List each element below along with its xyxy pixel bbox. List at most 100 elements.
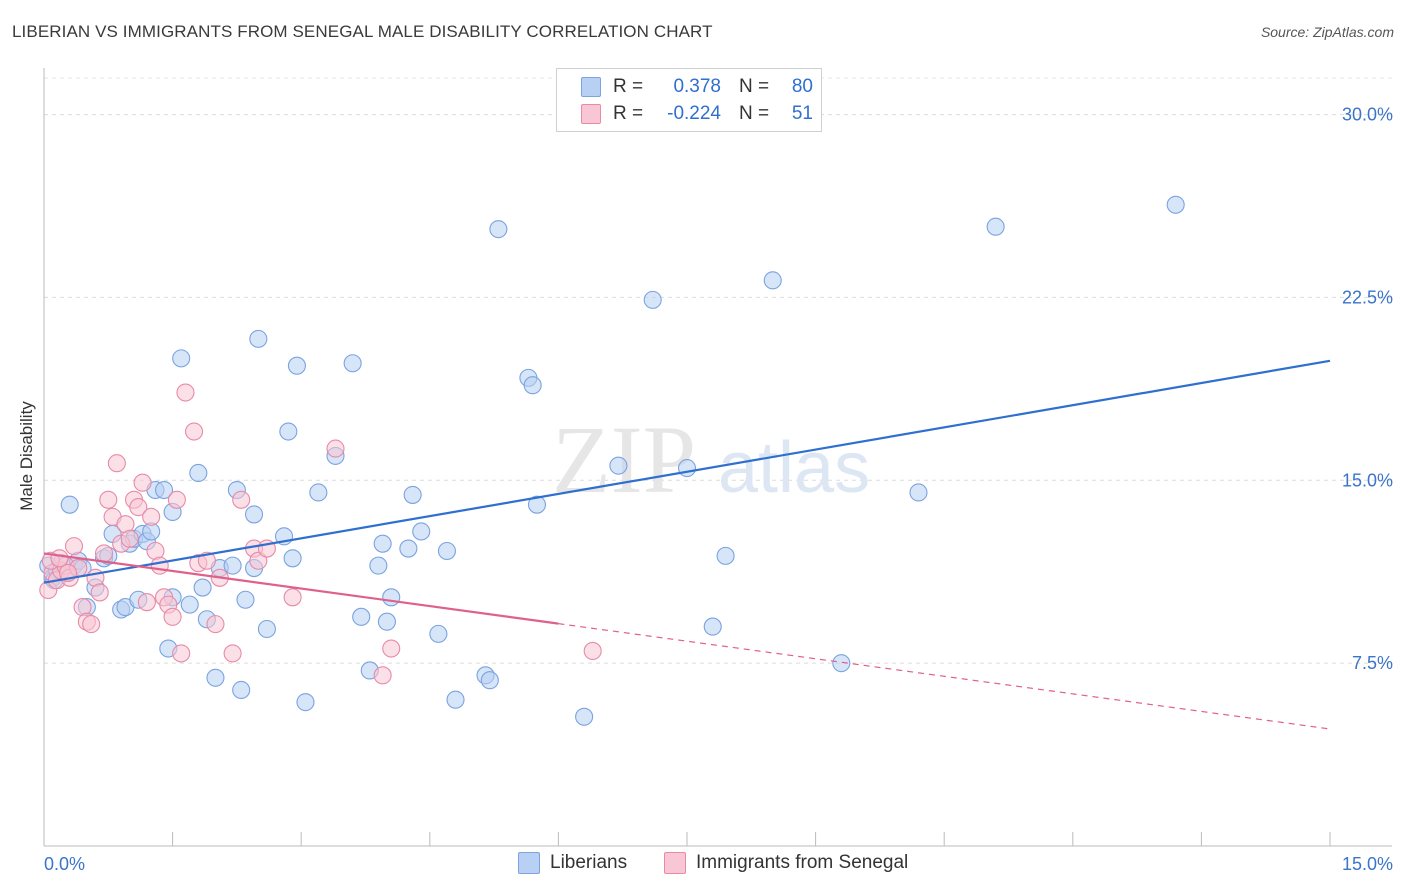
liberians-point bbox=[527, 495, 547, 514]
liberians-point bbox=[377, 612, 396, 631]
legend-label-senegal: Immigrants from Senegal bbox=[696, 852, 909, 873]
legend-n-label: N = bbox=[739, 76, 770, 97]
senegal-point bbox=[172, 644, 191, 663]
liberians-point bbox=[172, 349, 191, 368]
liberians-point bbox=[154, 480, 174, 500]
liberians-point bbox=[909, 483, 928, 502]
senegal-point bbox=[197, 551, 216, 570]
legend-swatch-liberians bbox=[518, 852, 540, 874]
data-points bbox=[39, 195, 1185, 726]
y-tick-label: 7.5% bbox=[1352, 653, 1393, 673]
liberians-point bbox=[399, 539, 418, 558]
legend-label-liberians: Liberians bbox=[550, 852, 628, 873]
y-tick-label: 15.0% bbox=[1342, 470, 1393, 490]
y-tick-label: 22.5% bbox=[1342, 287, 1393, 307]
liberians-point bbox=[412, 522, 431, 541]
axes bbox=[43, 68, 1392, 847]
legend-r-value: -0.224 bbox=[667, 103, 721, 124]
senegal-point bbox=[163, 607, 182, 626]
y-axis-label: Male Disability bbox=[17, 401, 36, 511]
senegal-point bbox=[142, 507, 161, 526]
senegal-point bbox=[176, 383, 195, 402]
legend-swatch-liberians bbox=[581, 77, 601, 97]
senegal-point bbox=[120, 529, 139, 548]
liberians-point bbox=[249, 329, 268, 348]
liberians-point bbox=[296, 693, 315, 712]
liberians-point bbox=[373, 534, 392, 553]
legend-row-liberians: R = 0.378 N = 80 bbox=[581, 74, 813, 100]
watermark: ZIP atlas bbox=[552, 406, 870, 513]
legend-item-senegal[interactable]: Immigrants from Senegal bbox=[664, 852, 908, 874]
senegal-trend-line-extension bbox=[558, 623, 1331, 730]
legend-r-value: 0.378 bbox=[673, 76, 721, 97]
liberians-point bbox=[206, 668, 225, 687]
gridlines bbox=[44, 77, 1392, 664]
liberians-point bbox=[763, 271, 782, 290]
senegal-point bbox=[373, 666, 392, 685]
liberians-point bbox=[257, 619, 276, 639]
liberians-point bbox=[352, 607, 371, 626]
liberians-point bbox=[236, 590, 255, 609]
legend-n-label: N = bbox=[739, 103, 770, 124]
senegal-point bbox=[50, 549, 69, 568]
senegal-point bbox=[150, 556, 169, 575]
x-tick-label: 0.0% bbox=[44, 854, 85, 874]
liberians-point bbox=[189, 463, 208, 483]
liberians-point bbox=[716, 546, 735, 565]
liberians-point bbox=[60, 495, 79, 514]
chart-title: LIBERIAN VS IMMIGRANTS FROM SENEGAL MALE… bbox=[12, 22, 713, 41]
legend-row-senegal: R = -0.224 N = 51 bbox=[581, 101, 813, 127]
senegal-point bbox=[184, 422, 204, 441]
senegal-point bbox=[206, 615, 225, 634]
liberians-point bbox=[575, 707, 594, 726]
senegal-point bbox=[326, 439, 345, 458]
liberians-point bbox=[343, 354, 362, 373]
liberians-point bbox=[523, 376, 542, 395]
liberians-point bbox=[677, 459, 697, 478]
legend-n-value: 51 bbox=[791, 103, 813, 124]
liberians-point bbox=[232, 680, 251, 700]
liberians-point bbox=[643, 290, 662, 309]
liberians-point bbox=[986, 217, 1005, 236]
tick-labels: 7.5% 15.0% 22.5% 30.0% 0.0% 15.0% bbox=[44, 105, 1393, 874]
liberians-point bbox=[369, 556, 388, 575]
liberians-point bbox=[703, 617, 722, 636]
legend-r-label: R = bbox=[613, 76, 644, 97]
legend-n-value: 80 bbox=[791, 76, 813, 97]
liberians-trend-line bbox=[43, 359, 1331, 584]
watermark-atlas: atlas bbox=[718, 428, 870, 508]
y-tick-label: 30.0% bbox=[1342, 105, 1393, 125]
senegal-point bbox=[137, 593, 156, 612]
senegal-point bbox=[107, 454, 126, 473]
x-tick-label: 15.0% bbox=[1342, 854, 1393, 874]
senegal-point bbox=[382, 639, 401, 658]
legend-item-liberians[interactable]: Liberians bbox=[518, 852, 627, 874]
senegal-point bbox=[129, 498, 148, 517]
liberians-point bbox=[193, 578, 212, 597]
liberians-point bbox=[287, 356, 306, 375]
senegal-point bbox=[94, 544, 114, 563]
liberians-point bbox=[403, 485, 422, 504]
senegal-point bbox=[64, 537, 84, 556]
senegal-point bbox=[283, 588, 302, 607]
senegal-point bbox=[223, 644, 242, 663]
source-label: Source: ZipAtlas.com bbox=[1260, 24, 1394, 40]
liberians-point bbox=[437, 541, 456, 561]
senegal-point bbox=[99, 490, 118, 509]
legend-swatch-senegal bbox=[664, 852, 686, 874]
legend-swatch-senegal bbox=[581, 104, 601, 124]
liberians-point bbox=[223, 556, 242, 575]
liberians-point bbox=[309, 483, 328, 502]
liberians-point bbox=[279, 422, 298, 441]
liberians-point bbox=[1166, 195, 1185, 214]
liberians-point bbox=[244, 505, 264, 524]
senegal-point bbox=[583, 641, 602, 661]
stats-legend: R = 0.378 N = 80 R = -0.224 N = 51 bbox=[556, 68, 822, 132]
liberians-point bbox=[480, 671, 499, 690]
liberians-point bbox=[283, 549, 302, 568]
senegal-point bbox=[232, 490, 251, 509]
senegal-point bbox=[82, 615, 101, 634]
legend-r-label: R = bbox=[613, 103, 644, 124]
senegal-trend-line bbox=[43, 552, 559, 625]
